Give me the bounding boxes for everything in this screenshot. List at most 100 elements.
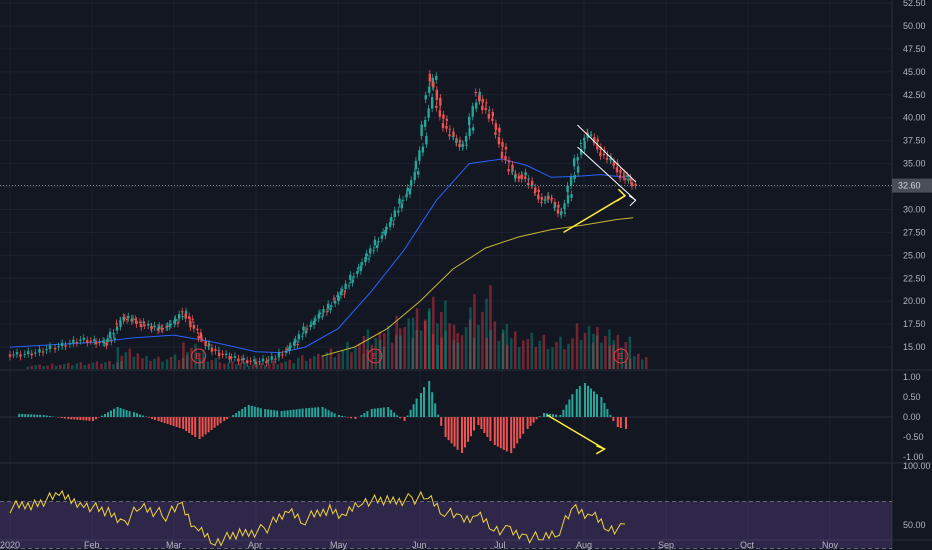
rsi-tick-label: 50.00 — [903, 520, 926, 530]
oscillator-bar — [453, 417, 456, 447]
oscillator-bar — [370, 409, 373, 417]
volume-bar — [493, 321, 497, 369]
candle-body — [15, 352, 19, 355]
candle-body — [609, 158, 612, 160]
candle-body — [57, 346, 60, 348]
candle-body — [572, 158, 576, 167]
volume-bar — [411, 338, 414, 369]
candle-body — [246, 360, 249, 364]
volume-bar — [506, 344, 509, 369]
candle-body — [589, 134, 592, 136]
oscillator-bar — [317, 407, 320, 417]
oscillator-bar — [493, 417, 496, 445]
price-tick-label: 30.00 — [903, 204, 926, 214]
oscillator-bar — [431, 392, 434, 417]
volume-bar — [214, 358, 218, 369]
price-tick-label: 50.00 — [903, 21, 926, 31]
candle-body — [487, 114, 491, 119]
candle-body — [360, 262, 364, 266]
candle-body — [491, 111, 495, 117]
oscillator-bar — [568, 399, 571, 417]
candle-body — [534, 187, 537, 193]
candle-body — [135, 320, 138, 325]
moving-average-line-2 — [321, 217, 634, 357]
volume-bar — [186, 352, 189, 369]
oscillator-bar — [264, 409, 267, 417]
candle-body — [207, 345, 210, 347]
volume-bar — [108, 360, 111, 369]
oscillator-bar — [253, 406, 256, 417]
oscillator-bar — [154, 417, 156, 420]
oscillator-bar — [447, 417, 450, 441]
candle-body — [285, 348, 289, 350]
oscillator-bar — [529, 417, 532, 426]
candle-body — [176, 322, 180, 324]
candle-body — [165, 326, 168, 328]
oscillator-bar — [538, 416, 541, 417]
candle-body — [556, 209, 560, 214]
candle-body — [119, 320, 122, 327]
volume-bar — [555, 342, 558, 369]
month-label: Feb — [84, 540, 100, 550]
oscillator-bar — [280, 411, 283, 417]
candle-body — [118, 320, 122, 322]
candle-body — [491, 118, 494, 121]
volume-bar — [489, 329, 493, 369]
candle-body — [576, 166, 580, 173]
volume-bar — [629, 358, 632, 369]
volume-bar — [477, 325, 480, 369]
oscillator-bar — [188, 417, 191, 433]
candle-body — [425, 136, 428, 145]
volume-bar — [530, 333, 534, 369]
earnings-marker-label: E — [372, 352, 377, 361]
month-label: Sep — [658, 540, 674, 550]
volume-bar — [337, 353, 341, 369]
oscillator-bar — [36, 414, 39, 417]
volume-bar — [46, 365, 49, 369]
candle-body — [112, 332, 115, 335]
candle-body — [337, 296, 340, 301]
oscillator-bar — [596, 394, 598, 417]
candle-body — [329, 308, 332, 310]
candle-body — [106, 338, 109, 343]
candle-body — [540, 197, 543, 200]
candle-body — [343, 293, 346, 295]
candle-body — [336, 295, 339, 297]
oscillator-bar — [241, 409, 244, 417]
candle-body — [304, 330, 308, 334]
candle-body — [367, 258, 371, 260]
candle-body — [8, 354, 12, 357]
candle-body — [622, 176, 625, 178]
candle-body — [485, 102, 488, 104]
candle-body — [615, 167, 619, 173]
oscillator-bar — [330, 411, 333, 417]
volume-bar — [592, 333, 595, 369]
oscillator-bar — [428, 381, 431, 417]
candle-body — [292, 341, 296, 346]
candle-body — [569, 176, 573, 186]
oscillator-bar — [148, 417, 150, 418]
candle-body — [230, 357, 233, 359]
candle-body — [253, 359, 256, 362]
wedge-upper-line — [577, 124, 637, 183]
candle-body — [296, 344, 299, 346]
candle-body — [181, 316, 184, 318]
candle-body — [596, 144, 599, 150]
oscillator-bar — [125, 410, 128, 417]
price-tick-label: 42.50 — [903, 90, 926, 100]
candle-body — [130, 318, 133, 322]
oscillator-bar — [33, 414, 36, 417]
candle-body — [196, 328, 199, 331]
volume-bar — [95, 361, 99, 369]
oscillator-bar — [298, 408, 301, 417]
volume-bar — [325, 352, 329, 369]
volume-bar — [624, 342, 628, 369]
oscillator-bar — [70, 417, 73, 420]
oscillator-bar — [104, 414, 106, 417]
candle-body — [420, 124, 423, 137]
oscillator-bar — [185, 417, 188, 431]
volume-bar — [391, 342, 394, 369]
oscillator-bar — [562, 409, 565, 417]
volume-bar — [91, 362, 95, 369]
